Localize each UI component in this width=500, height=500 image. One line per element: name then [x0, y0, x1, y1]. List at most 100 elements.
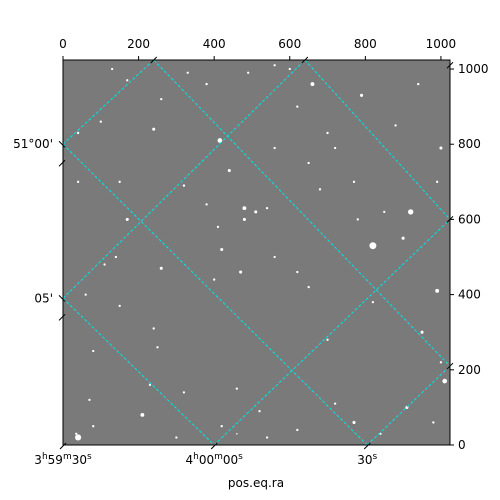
left-dec-axis: 51°00' 05' [13, 137, 65, 320]
star [420, 331, 423, 334]
star [326, 339, 328, 341]
star [266, 207, 268, 209]
x-tick-label: 1000 [426, 37, 457, 51]
star [160, 267, 163, 270]
plot-area [63, 60, 450, 445]
star [183, 184, 185, 186]
star [220, 248, 223, 251]
star [236, 387, 238, 389]
star [152, 128, 155, 131]
star [394, 124, 396, 126]
dec-tick-label: 05' [34, 291, 53, 305]
star [417, 83, 419, 85]
star [175, 436, 177, 438]
star [119, 181, 121, 183]
star [77, 132, 79, 134]
x-tick-label: 600 [278, 37, 301, 51]
y-tick-label: 400 [458, 288, 481, 302]
image-background [63, 60, 450, 445]
ra-tick-label: 30s [357, 452, 377, 467]
star [205, 83, 207, 85]
star [266, 436, 268, 438]
star [273, 147, 275, 149]
star [334, 147, 336, 149]
star [383, 211, 385, 213]
bottom-ra-axis: 3h59m30s 4h00m00s 30s [34, 443, 377, 467]
star [100, 121, 102, 123]
star [254, 210, 257, 213]
ra-axis-title: pos.eq.ra [228, 476, 284, 490]
star [221, 425, 223, 427]
star [308, 286, 310, 288]
star [289, 68, 291, 70]
star [92, 425, 94, 427]
star [242, 206, 246, 210]
star [247, 72, 249, 74]
star [353, 181, 355, 183]
star [439, 146, 442, 149]
star [156, 346, 158, 348]
star [432, 421, 434, 423]
x-tick-label: 400 [203, 37, 226, 51]
star [217, 226, 219, 228]
top-pixel-axis: 0 200 400 600 800 1000 [59, 37, 456, 60]
star [126, 79, 128, 81]
star [360, 94, 363, 97]
star [319, 188, 321, 190]
star [103, 263, 105, 265]
star [236, 433, 238, 435]
ra-tick-label: 4h00m00s [185, 452, 243, 467]
star [111, 68, 113, 70]
star [296, 429, 298, 431]
star [435, 289, 439, 293]
star [92, 350, 94, 352]
star [243, 218, 246, 221]
star [258, 410, 260, 412]
star [88, 399, 90, 401]
star [352, 421, 355, 424]
star [205, 203, 207, 205]
x-tick-label: 800 [354, 37, 377, 51]
star [436, 181, 438, 183]
star [296, 271, 298, 273]
y-tick-label: 1000 [458, 62, 489, 76]
star [334, 402, 336, 404]
x-tick-label: 200 [127, 37, 150, 51]
star [160, 98, 162, 100]
ra-tick-label: 3h59m30s [34, 452, 92, 467]
star [140, 413, 144, 417]
star [408, 209, 413, 214]
y-tick-label: 200 [458, 363, 481, 377]
star [213, 278, 215, 280]
star [126, 218, 129, 221]
star [296, 105, 298, 107]
star [119, 305, 121, 307]
star [369, 242, 376, 249]
star [228, 169, 231, 172]
dec-tick-label: 51°00' [13, 137, 53, 151]
star [273, 256, 275, 258]
star [77, 181, 79, 183]
star [75, 434, 81, 440]
star [372, 301, 374, 303]
star [357, 218, 359, 220]
y-tick-label: 0 [458, 438, 466, 452]
star [440, 361, 442, 363]
star [153, 327, 155, 329]
x-tick-label: 0 [59, 37, 67, 51]
star [183, 391, 185, 393]
star [442, 379, 447, 384]
star [273, 64, 275, 66]
star [326, 132, 328, 134]
star [85, 293, 87, 295]
star [115, 256, 117, 258]
y-tick-label: 800 [458, 137, 481, 151]
star [308, 162, 310, 164]
star [239, 271, 242, 274]
star [75, 433, 77, 435]
star [402, 237, 405, 240]
y-tick-label: 600 [458, 212, 481, 226]
star [311, 82, 315, 86]
star [187, 72, 189, 74]
